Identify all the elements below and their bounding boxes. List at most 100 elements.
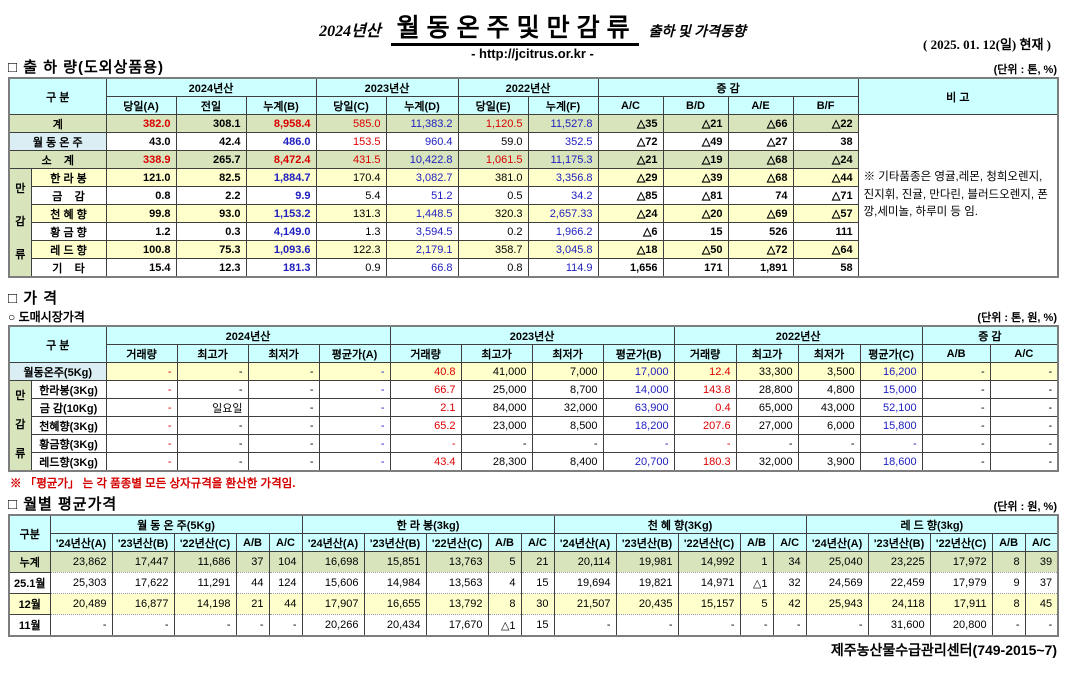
table-cell: - (318, 380, 391, 399)
table-cell: 23,862 (49, 551, 113, 573)
table-cell: 0.9 (315, 258, 387, 278)
column-header: 거래량 (673, 344, 737, 363)
column-header: A/C (268, 533, 303, 552)
table-cell: 1 (739, 551, 774, 573)
table-cell: 14,971 (677, 572, 741, 594)
column-header: 레 드 향(3kg) (805, 514, 1059, 534)
table-cell: 6,000 (797, 416, 861, 435)
table-cell: 21 (235, 593, 270, 615)
table-cell: 100.8 (105, 240, 177, 259)
table-cell: 32 (772, 572, 807, 594)
table-cell: 21,507 (553, 593, 617, 615)
column-header: 구 분 (8, 77, 107, 115)
table-cell: 8,700 (531, 380, 604, 399)
row-label: 누계 (8, 551, 51, 573)
group-label-mandarin: 만 감 류 (8, 380, 32, 472)
shipment-row: 황 금 향 1.2 0.3 4,149.0 1.3 3,594.5 0.2 1,966.2 △6… (9, 222, 1058, 241)
table-cell: 14,984 (363, 572, 427, 594)
table-cell: 44 (235, 572, 270, 594)
table-cell: △44 (792, 168, 859, 187)
table-cell: 30 (520, 593, 555, 615)
table-cell: - (176, 380, 249, 399)
table-cell: - (921, 380, 991, 399)
page-title: 월동온주및만감류 (390, 15, 639, 46)
footer-org: 제주농산물수급관리센터(749-2015~7) (830, 642, 1057, 658)
table-cell: 181.3 (245, 258, 317, 278)
column-header: 평균가(B) (602, 344, 675, 363)
table-cell: 42 (772, 593, 807, 615)
table-cell: 170.4 (315, 168, 387, 187)
table-cell: - (247, 398, 320, 417)
column-header: 비 고 (857, 77, 1059, 115)
table-cell: 19,694 (553, 572, 617, 594)
table-cell: 8 (991, 593, 1026, 615)
table-cell: △50 (662, 240, 729, 259)
table-cell: 585.0 (315, 114, 387, 133)
report-page: 2024년산 월동온주및만감류 출하 및 가격동향 - http://jcitrus… (8, 15, 1060, 658)
column-header: '22년산(C) (677, 533, 741, 552)
table-cell: - (105, 452, 178, 472)
table-cell: △85 (597, 186, 664, 205)
column-header: 천 혜 향(3Kg) (553, 514, 807, 534)
market-price-label: ○ 도매시장가격 (8, 310, 85, 324)
price-row: 만 감 류 한라봉(3Kg) - - - -66.7 25,000 8,700 14,000 14… (8, 380, 1059, 472)
table-cell: - (111, 614, 175, 637)
table-cell: 1,093.6 (245, 240, 317, 259)
table-cell: 14,000 (602, 380, 675, 399)
column-header: 2024년산 (105, 77, 317, 97)
price-row: 금 감(10Kg) - 일요일 - -2.1 84,000 32,000 63,900 0.4 6… (9, 398, 1059, 417)
table-cell: - (735, 434, 799, 453)
column-header: '24년산(A) (49, 533, 113, 552)
table-cell: 11,291 (173, 572, 237, 594)
table-cell: 15.4 (105, 258, 177, 278)
table-cell: 171 (662, 258, 729, 278)
table-cell: - (677, 614, 741, 637)
column-header: 2022년산 (457, 77, 599, 97)
table-cell: 1.2 (105, 222, 177, 241)
table-cell: 15,800 (859, 416, 923, 435)
table-cell: 0.3 (175, 222, 247, 241)
table-cell: 0.2 (457, 222, 529, 241)
title-year: 2024년산 (319, 23, 381, 40)
column-header: 당일(C) (315, 96, 387, 115)
table-cell: 3,594.5 (385, 222, 459, 241)
table-cell: △81 (662, 186, 729, 205)
price-footnote: ※ 「평균가」 는 각 품종별 모든 상자규격을 환산한 가격임. (10, 478, 296, 490)
site-url[interactable]: - http://jcitrus.or.kr - (471, 46, 594, 61)
table-cell: △20 (662, 204, 729, 223)
table-cell: - (772, 614, 807, 637)
row-label: 레드향(3Kg) (30, 452, 107, 472)
table-cell: △72 (727, 240, 794, 259)
table-cell: 124 (268, 572, 303, 594)
table-cell: 8,472.4 (245, 150, 317, 169)
table-cell: 19,821 (615, 572, 679, 594)
table-cell: 15,606 (301, 572, 365, 594)
price-row: 월동온주(5Kg) - - - -40.8 41,000 7,000 17,000 12.4 33… (8, 362, 1059, 381)
column-header: 최고가 (176, 344, 249, 363)
table-cell: - (673, 434, 737, 453)
table-cell: 431.5 (315, 150, 387, 169)
table-cell: 2,657.33 (527, 204, 599, 223)
price-row: 황금향(3Kg) - - - - - - - - - - - - - - (9, 434, 1059, 453)
table-cell: 20,434 (363, 614, 427, 637)
table-cell: 43.0 (105, 132, 177, 151)
table-cell: 10,422.8 (385, 150, 459, 169)
table-cell: 5 (739, 593, 774, 615)
table-cell: 23,000 (460, 416, 533, 435)
table-cell: 75.3 (175, 240, 247, 259)
monthly-row: 25.1월 25,303 17,622 11,291 44 124 15,606 14,984… (8, 572, 1059, 594)
table-cell: 486.0 (245, 132, 317, 151)
monthly-table-body: 누계 23,862 17,447 11,686 37 104 16,698 15,851 13,… (8, 551, 1059, 637)
table-cell: △1 (487, 614, 522, 637)
table-cell: - (989, 416, 1059, 435)
table-cell: 31,600 (867, 614, 931, 637)
table-cell: 51.2 (385, 186, 459, 205)
table-cell: 27,000 (735, 416, 799, 435)
table-cell: △57 (792, 204, 859, 223)
table-cell: - (247, 452, 320, 472)
row-label: 12월 (8, 593, 51, 615)
table-cell: 65,000 (735, 398, 799, 417)
column-header: 평균가(A) (318, 344, 391, 363)
column-header: '22년산(C) (173, 533, 237, 552)
row-label: 11월 (8, 614, 51, 637)
